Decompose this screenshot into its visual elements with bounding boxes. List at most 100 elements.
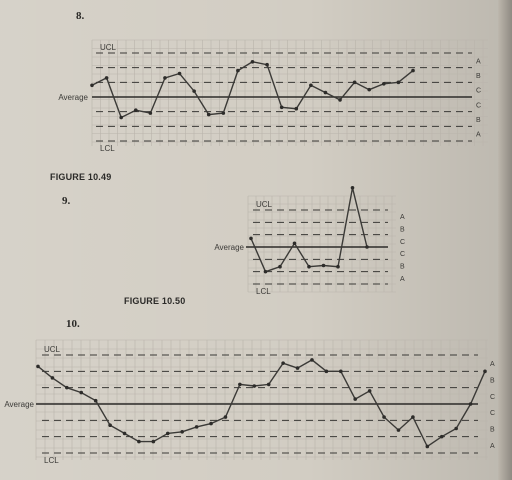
data-point xyxy=(352,80,357,85)
data-point xyxy=(93,398,98,403)
zone-label: B xyxy=(476,73,481,80)
data-point xyxy=(278,264,282,269)
data-point xyxy=(339,369,343,374)
data-point xyxy=(367,87,372,92)
data-point xyxy=(292,241,297,246)
data-point xyxy=(279,105,284,110)
data-point xyxy=(163,76,167,80)
data-point xyxy=(468,402,473,406)
data-point xyxy=(353,397,358,401)
data-point xyxy=(221,111,226,115)
data-point xyxy=(263,269,268,274)
data-point xyxy=(411,68,415,73)
lcl-label: LCL xyxy=(44,456,59,465)
zone-label: C xyxy=(400,251,405,258)
data-point xyxy=(425,444,430,449)
data-point xyxy=(382,415,386,419)
data-point xyxy=(36,364,40,369)
data-point xyxy=(223,415,228,419)
data-point xyxy=(108,423,112,428)
data-point xyxy=(350,186,355,190)
zone-label: C xyxy=(476,88,481,95)
data-point xyxy=(454,426,458,431)
data-point xyxy=(396,428,401,432)
problem-number-10: 10. xyxy=(66,318,80,330)
data-point xyxy=(281,361,285,365)
data-point xyxy=(309,83,313,88)
data-point xyxy=(266,382,271,387)
data-point xyxy=(252,384,257,388)
zone-label: B xyxy=(400,227,405,234)
ucl-label: UCL xyxy=(100,43,117,52)
data-point xyxy=(209,421,213,426)
ucl-label: UCL xyxy=(44,345,61,354)
data-point xyxy=(249,236,253,241)
zone-label: B xyxy=(476,117,481,124)
data-point xyxy=(133,108,138,112)
figure-caption-10-49: FIGURE 10.49 xyxy=(50,172,112,182)
zone-label: C xyxy=(490,410,495,417)
data-point xyxy=(439,434,444,439)
zone-label: B xyxy=(490,427,495,434)
average-label: Average xyxy=(4,400,34,409)
data-point xyxy=(250,60,255,64)
zone-label: A xyxy=(400,276,405,283)
data-point xyxy=(323,90,328,95)
zone-label: C xyxy=(490,394,495,401)
data-point xyxy=(137,439,141,444)
data-point xyxy=(367,389,372,393)
data-point xyxy=(148,111,153,115)
data-point xyxy=(310,358,314,362)
data-point xyxy=(236,68,240,73)
lcl-label: LCL xyxy=(256,287,271,296)
zone-label: A xyxy=(476,58,481,65)
data-point xyxy=(307,264,311,269)
lcl-label: LCL xyxy=(100,144,115,153)
zone-label: A xyxy=(490,443,495,450)
zone-label: A xyxy=(490,361,495,368)
data-point xyxy=(119,115,123,120)
average-label: Average xyxy=(58,93,88,102)
data-point xyxy=(177,71,182,76)
data-point xyxy=(294,106,299,111)
problem-number-9: 9. xyxy=(62,195,71,207)
data-point xyxy=(336,264,340,269)
data-point xyxy=(411,415,415,419)
data-point xyxy=(382,82,386,86)
problem-number-8: 8. xyxy=(76,10,85,22)
data-point xyxy=(483,369,487,374)
data-series-line xyxy=(37,359,486,448)
data-point xyxy=(238,382,242,387)
figure-caption-10-50: FIGURE 10.50 xyxy=(124,296,186,306)
data-point xyxy=(192,89,196,93)
data-point xyxy=(180,429,184,434)
zone-label: B xyxy=(400,264,405,271)
data-point xyxy=(396,80,401,85)
data-point xyxy=(122,431,127,436)
ucl-label: UCL xyxy=(256,200,273,209)
data-point xyxy=(194,425,199,429)
data-point xyxy=(321,263,326,268)
data-point xyxy=(90,83,94,88)
data-point xyxy=(295,366,300,370)
data-point xyxy=(151,439,156,444)
data-point xyxy=(50,376,55,380)
data-point xyxy=(206,112,211,117)
zone-label: A xyxy=(400,214,405,221)
data-point xyxy=(338,98,342,102)
data-point xyxy=(365,245,369,249)
zone-label: C xyxy=(400,239,405,246)
data-point xyxy=(79,390,84,395)
zone-label: C xyxy=(476,102,481,109)
data-point xyxy=(324,369,329,374)
data-point xyxy=(165,431,170,436)
zone-label: B xyxy=(490,378,495,385)
data-point xyxy=(265,62,269,67)
data-point xyxy=(65,385,69,390)
data-point xyxy=(104,76,109,80)
average-label: Average xyxy=(214,243,244,252)
book-spine xyxy=(498,0,512,480)
